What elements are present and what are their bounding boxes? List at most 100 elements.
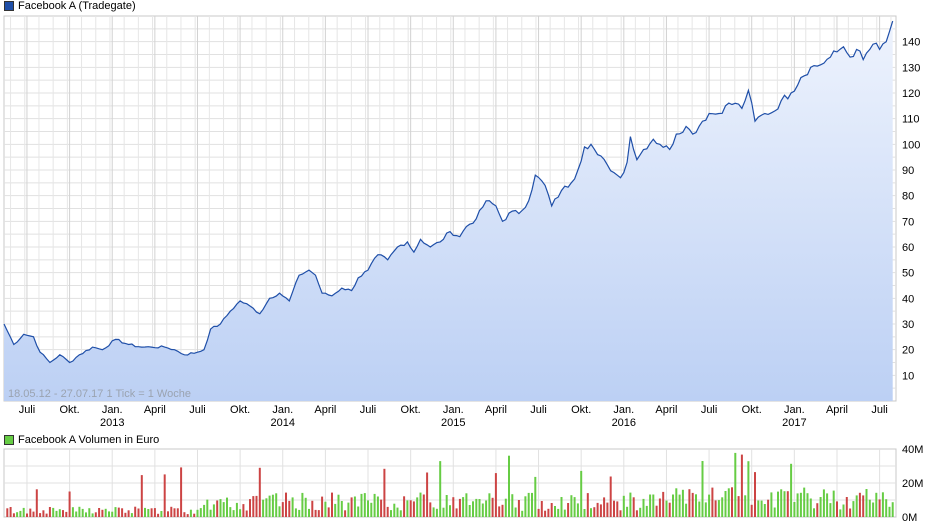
x-tick-label: Juli <box>19 404 36 416</box>
volume-bar <box>26 513 28 517</box>
x-tick-label: Okt. <box>401 404 421 416</box>
x-tick-label: April <box>826 404 848 416</box>
volume-bar <box>48 507 51 517</box>
volume-bar <box>406 500 409 517</box>
volume-bar <box>465 493 468 517</box>
volume-bar <box>167 511 169 517</box>
volume-bar <box>783 491 786 517</box>
volume-bar <box>78 506 81 517</box>
volume-bar <box>695 494 697 517</box>
range-note: 18.05.12 - 27.07.17 1 Tick = 1 Woche <box>8 388 191 400</box>
volume-bar <box>363 493 366 517</box>
volume-bar <box>226 497 228 517</box>
x-tick-label: Okt. <box>230 404 250 416</box>
volume-bar <box>554 506 556 517</box>
volume-bar <box>649 494 652 517</box>
x-tick-label: Juli <box>530 404 547 416</box>
volume-bar <box>22 507 25 517</box>
volume-bar <box>573 497 576 517</box>
volume-bar <box>580 470 583 517</box>
price-legend-swatch <box>4 1 14 11</box>
volume-bar <box>370 502 373 517</box>
volume-bar <box>652 494 655 517</box>
volume-bar <box>596 502 599 517</box>
volume-bar <box>524 496 527 517</box>
volume-bar <box>485 500 488 517</box>
volume-bar <box>350 497 353 517</box>
price-chart: 10 20 30 40 50 60 70 80 90 100 110 120 130 140 Juli Okt… <box>3 15 920 429</box>
volume-bar <box>665 500 668 517</box>
volume-bar <box>311 500 314 517</box>
volume-bar <box>458 498 461 517</box>
volume-bar <box>262 499 265 517</box>
volume-bar <box>501 504 504 517</box>
volume-bar <box>75 511 78 517</box>
volume-bar <box>209 509 212 517</box>
volume-bar <box>875 492 878 517</box>
volume-bar <box>586 493 589 517</box>
y-tick-label: 20 <box>902 345 914 357</box>
volume-bar <box>796 493 799 517</box>
volume-bar <box>767 499 770 517</box>
volume-bar <box>583 509 586 517</box>
volume-bar <box>619 510 622 517</box>
volume-bar <box>678 494 681 517</box>
volume-bar <box>281 502 284 517</box>
x-year-label: 2015 <box>441 417 465 429</box>
volume-bar <box>111 511 114 517</box>
x-tick-label: Okt. <box>742 404 762 416</box>
volume-bar <box>252 496 255 517</box>
volume-bar <box>813 508 815 517</box>
volume-bar <box>681 489 684 517</box>
volume-bar <box>829 503 832 517</box>
volume-bar <box>770 492 773 517</box>
x-tick-label: Juli <box>189 404 206 416</box>
volume-bar <box>868 499 871 517</box>
volume-bar <box>137 508 140 517</box>
volume-bar <box>314 509 317 517</box>
volume-bar <box>865 489 868 517</box>
volume-bar <box>452 497 455 517</box>
volume-bar <box>731 487 733 517</box>
volume-bar <box>101 509 104 517</box>
volume-bar <box>373 493 376 517</box>
volume-bar <box>504 498 507 517</box>
volume-bar <box>432 507 435 517</box>
volume-bar <box>32 511 35 517</box>
volume-bar <box>777 491 779 517</box>
volume-bar <box>675 488 678 517</box>
volume-bar <box>544 510 547 517</box>
y-tick-label: 100 <box>902 139 920 151</box>
volume-bar <box>878 499 881 517</box>
volume-bar <box>409 500 412 517</box>
volume-bar <box>396 507 399 517</box>
price-legend-label: Facebook A (Tradegate) <box>18 0 136 12</box>
volume-bar <box>862 495 865 517</box>
volume-bar <box>773 507 776 517</box>
volume-bar <box>189 509 192 517</box>
volume-bar <box>747 461 750 517</box>
volume-bar <box>445 495 448 517</box>
volume-bar <box>271 494 274 517</box>
volume-bar <box>685 503 688 517</box>
volume-bar <box>826 493 829 517</box>
volume-bar <box>55 510 58 517</box>
volume-bar <box>347 502 350 517</box>
volume-bar <box>268 495 271 517</box>
x-tick-label: Juli <box>701 404 718 416</box>
volume-y-tick-label: 40M <box>902 444 923 456</box>
volume-bar <box>45 513 48 517</box>
x-tick-label: April <box>485 404 507 416</box>
volume-bar <box>229 507 232 517</box>
volume-bar <box>94 512 97 517</box>
volume-bar <box>639 507 642 517</box>
volume-bar <box>668 502 671 517</box>
volume-bar <box>390 510 392 517</box>
y-tick-label: 110 <box>902 114 920 126</box>
volume-bar <box>416 497 419 517</box>
volume-bar <box>429 502 432 517</box>
volume-bar <box>275 493 278 517</box>
volume-bar <box>255 495 258 517</box>
volume-bar <box>724 491 727 517</box>
volume-bar <box>435 508 438 517</box>
